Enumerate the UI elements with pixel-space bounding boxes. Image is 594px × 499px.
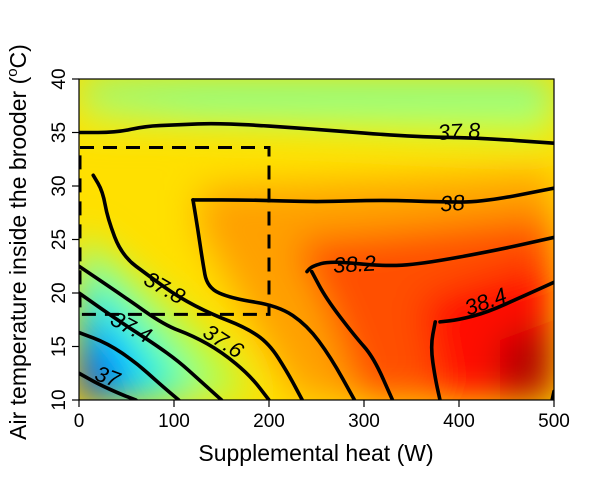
x-tick-label-300: 300 bbox=[348, 411, 380, 432]
y-axis-title: Air temperature inside the brooder (oC) bbox=[4, 44, 31, 440]
x-tick-label-400: 400 bbox=[443, 411, 475, 432]
contour-line-38-4 bbox=[438, 280, 554, 324]
x-tick-label-200: 200 bbox=[253, 411, 285, 432]
x-axis: 0 100 200 300 400 500 bbox=[74, 400, 570, 432]
contour-line-38 bbox=[191, 186, 554, 204]
contour-label-group-38: 38 bbox=[439, 190, 466, 217]
y-tick-label-35: 35 bbox=[49, 122, 70, 143]
contour-line-37-8 bbox=[79, 121, 554, 145]
contour-line-38 bbox=[191, 198, 357, 400]
y-axis: 10 15 20 25 30 35 40 bbox=[49, 68, 79, 411]
contour-label-38: 38 bbox=[439, 190, 466, 217]
contour-line-37-8 bbox=[91, 173, 305, 400]
dashed-region-box bbox=[78, 145, 271, 316]
contour-line-37-6 bbox=[79, 264, 271, 400]
y-axis-title-superscript: o bbox=[4, 68, 21, 76]
contour-line-37 bbox=[79, 371, 138, 400]
contour-label-group-38-2: 38.2 bbox=[332, 251, 376, 278]
y-axis-title-suffix: C) bbox=[5, 44, 31, 68]
x-tick-label-100: 100 bbox=[158, 411, 190, 432]
x-tick-label-500: 500 bbox=[538, 411, 570, 432]
contour-line-37-4 bbox=[79, 291, 224, 400]
y-tick-label-25: 25 bbox=[49, 229, 70, 250]
y-axis-title-prefix: Air temperature inside the brooder ( bbox=[5, 76, 31, 439]
contour-label-38-2: 38.2 bbox=[332, 251, 376, 278]
contour-line-37-2 bbox=[79, 330, 181, 400]
contour-line-38-4 bbox=[429, 320, 442, 400]
contour-line-38-2 bbox=[309, 269, 395, 400]
contour-line-38-2 bbox=[305, 235, 554, 274]
y-tick-label-10: 10 bbox=[49, 389, 70, 410]
x-axis-title: Supplemental heat (W) bbox=[198, 440, 433, 466]
x-tick-label-0: 0 bbox=[74, 411, 85, 432]
contour-lines bbox=[79, 121, 554, 400]
y-tick-label-20: 20 bbox=[49, 282, 70, 303]
y-tick-label-40: 40 bbox=[49, 68, 70, 89]
y-tick-label-30: 30 bbox=[49, 175, 70, 196]
contour-label-group-37-8: 37.8 bbox=[437, 118, 482, 145]
y-tick-label-15: 15 bbox=[49, 336, 70, 357]
contour-label-37-8: 37.8 bbox=[437, 118, 482, 145]
